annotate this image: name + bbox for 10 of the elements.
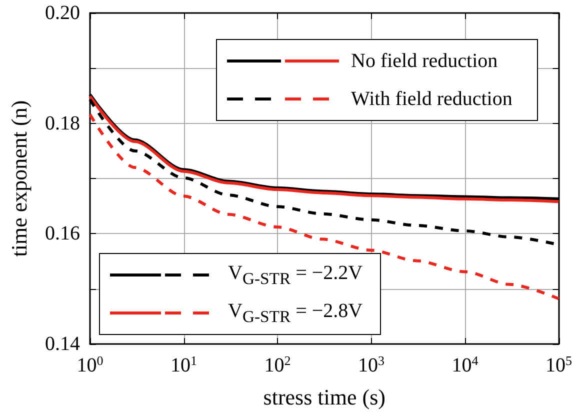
y-tick-label: 0.20 (45, 2, 80, 24)
x-axis-title: stress time (s) (263, 384, 386, 410)
y-tick-label: 0.16 (45, 222, 80, 245)
y-tick-label: 0.14 (45, 333, 80, 355)
annotation: V$_{G-STR}$ = −2.8V (228, 300, 363, 326)
y-tick-label: 0.18 (45, 112, 80, 134)
annotation: With field reduction (351, 88, 512, 110)
y-axis-title: time exponent (n) (6, 100, 32, 257)
annotation: No field reduction (351, 50, 498, 72)
annotation: V$_{G-STR}$ = −2.2V (228, 262, 363, 288)
